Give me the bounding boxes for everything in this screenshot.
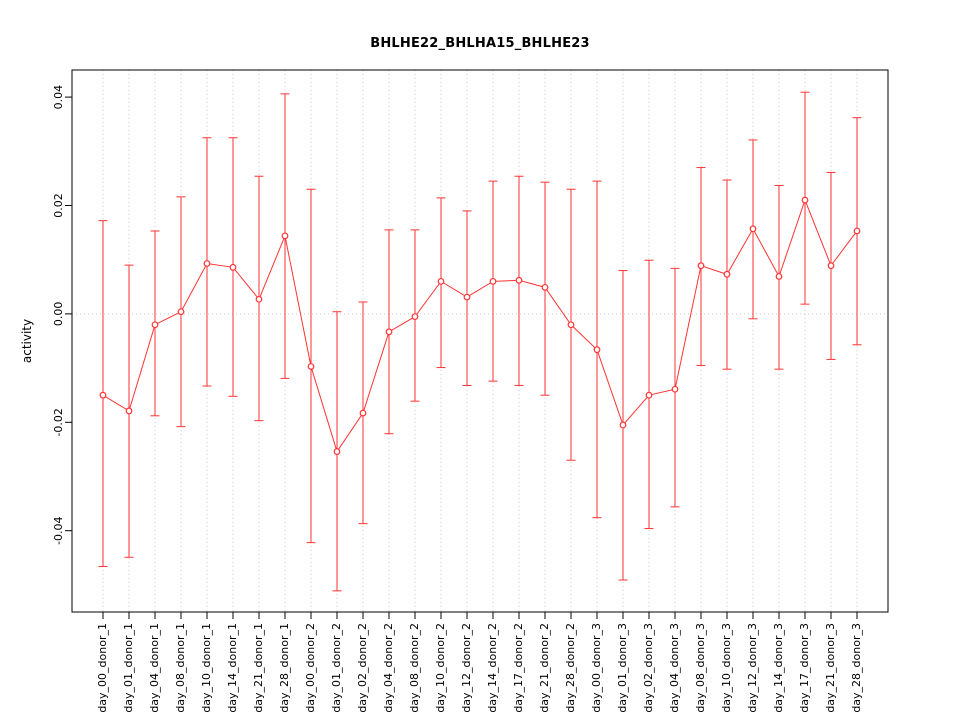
x-tick-label: day_14_donor_2 <box>486 623 499 713</box>
data-point <box>125 407 133 415</box>
x-tick-label: day_08_donor_2 <box>408 623 421 713</box>
data-point <box>489 277 497 285</box>
y-tick-label: 0.02 <box>52 193 65 218</box>
data-point <box>177 308 185 316</box>
series-line <box>102 198 858 453</box>
y-tick-label: -0.04 <box>52 516 65 544</box>
x-tick-label: day_04_donor_2 <box>382 623 395 713</box>
x-tick-label: day_12_donor_3 <box>746 623 759 713</box>
data-point <box>99 391 107 399</box>
data-point <box>827 262 835 270</box>
x-tick-label: day_21_donor_1 <box>252 623 265 713</box>
chart-title: BHLHE22_BHLHA15_BHLHE23 <box>370 36 590 51</box>
x-tick-label: day_04_donor_1 <box>148 623 161 713</box>
data-point <box>359 409 367 417</box>
data-point <box>385 328 393 336</box>
x-tick-label: day_01_donor_1 <box>122 623 135 713</box>
x-tick-label: day_01_donor_2 <box>330 623 343 713</box>
data-point <box>515 276 523 284</box>
data-point <box>567 321 575 329</box>
x-tick-label: day_14_donor_3 <box>772 623 785 713</box>
data-point <box>749 225 757 233</box>
data-point <box>333 448 341 455</box>
x-tick-label: day_00_donor_2 <box>304 623 317 713</box>
x-tick-label: day_21_donor_2 <box>538 623 551 713</box>
x-tick-label: day_10_donor_3 <box>720 623 733 713</box>
y-tick-label: 0.00 <box>52 302 65 327</box>
x-tick-label: day_10_donor_2 <box>434 623 447 713</box>
x-tick-label: day_21_donor_3 <box>824 623 837 713</box>
y-tick-label: 0.04 <box>52 85 65 110</box>
x-tick-label: day_04_donor_3 <box>668 623 681 713</box>
x-tick-label: day_12_donor_2 <box>460 623 473 713</box>
x-tick-label: day_02_donor_2 <box>356 623 369 713</box>
x-tick-label: day_14_donor_1 <box>226 623 239 713</box>
x-tick-label: day_02_donor_3 <box>642 623 655 713</box>
x-tick-label: day_00_donor_1 <box>96 623 109 713</box>
x-tick-label: day_08_donor_3 <box>694 623 707 713</box>
data-point <box>645 391 653 399</box>
data-point <box>437 277 445 285</box>
data-point <box>619 421 627 429</box>
data-point <box>281 232 289 240</box>
x-tick-label: day_08_donor_1 <box>174 623 187 713</box>
x-tick-label: day_01_donor_3 <box>616 623 629 713</box>
y-tick-label: -0.02 <box>52 408 65 436</box>
data-point <box>229 263 237 271</box>
data-point <box>853 227 861 235</box>
data-point <box>541 283 549 291</box>
data-point <box>671 385 679 393</box>
data-point <box>801 196 809 204</box>
y-axis-label: activity <box>20 318 34 364</box>
data-point <box>593 346 601 354</box>
x-tick-label: day_28_donor_3 <box>850 623 863 713</box>
data-point <box>697 262 705 270</box>
x-tick-label: day_10_donor_1 <box>200 623 213 713</box>
data-point <box>151 321 159 329</box>
data-point <box>463 293 471 301</box>
x-tick-label: day_00_donor_3 <box>590 623 603 713</box>
plot-border <box>71 69 889 613</box>
x-tick-label: day_17_donor_2 <box>512 623 525 713</box>
data-point <box>203 260 211 267</box>
x-tick-label: day_28_donor_2 <box>564 623 577 713</box>
data-point <box>411 313 419 321</box>
data-point <box>255 295 263 303</box>
x-tick-label: day_17_donor_3 <box>798 623 811 713</box>
data-point <box>775 273 783 280</box>
x-tick-label: day_28_donor_1 <box>278 623 291 713</box>
data-point <box>307 363 315 370</box>
data-point <box>723 270 731 278</box>
